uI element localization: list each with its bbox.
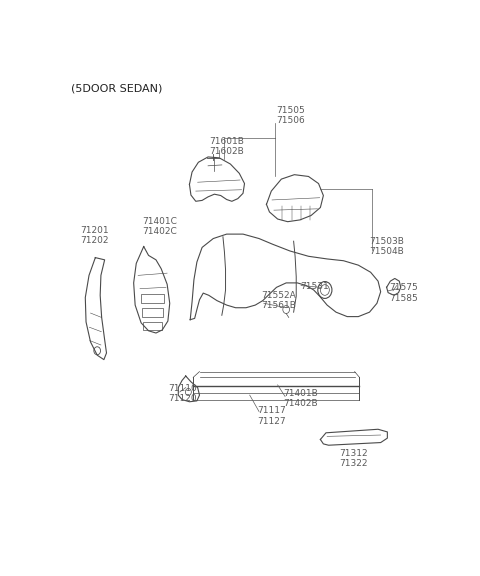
Bar — [144, 322, 162, 330]
Text: (5DOOR SEDAN): (5DOOR SEDAN) — [71, 84, 163, 93]
Text: 71401B
71402B: 71401B 71402B — [283, 388, 318, 408]
Text: 71401C
71402C: 71401C 71402C — [142, 217, 177, 236]
Text: 71575
71585: 71575 71585 — [389, 283, 418, 303]
Text: 71505
71506: 71505 71506 — [276, 106, 304, 126]
Text: 71531: 71531 — [300, 282, 329, 291]
Text: 71503B
71504B: 71503B 71504B — [369, 237, 404, 256]
Bar — [141, 294, 164, 304]
Text: 71201
71202: 71201 71202 — [81, 226, 109, 245]
Text: 71312
71322: 71312 71322 — [339, 449, 368, 468]
Text: 71117
71127: 71117 71127 — [257, 406, 286, 426]
Text: 71110
71120: 71110 71120 — [168, 384, 197, 403]
Text: 71552A
71561B: 71552A 71561B — [261, 291, 296, 310]
Text: 71601B
71602B: 71601B 71602B — [209, 137, 244, 157]
Bar — [142, 308, 163, 317]
